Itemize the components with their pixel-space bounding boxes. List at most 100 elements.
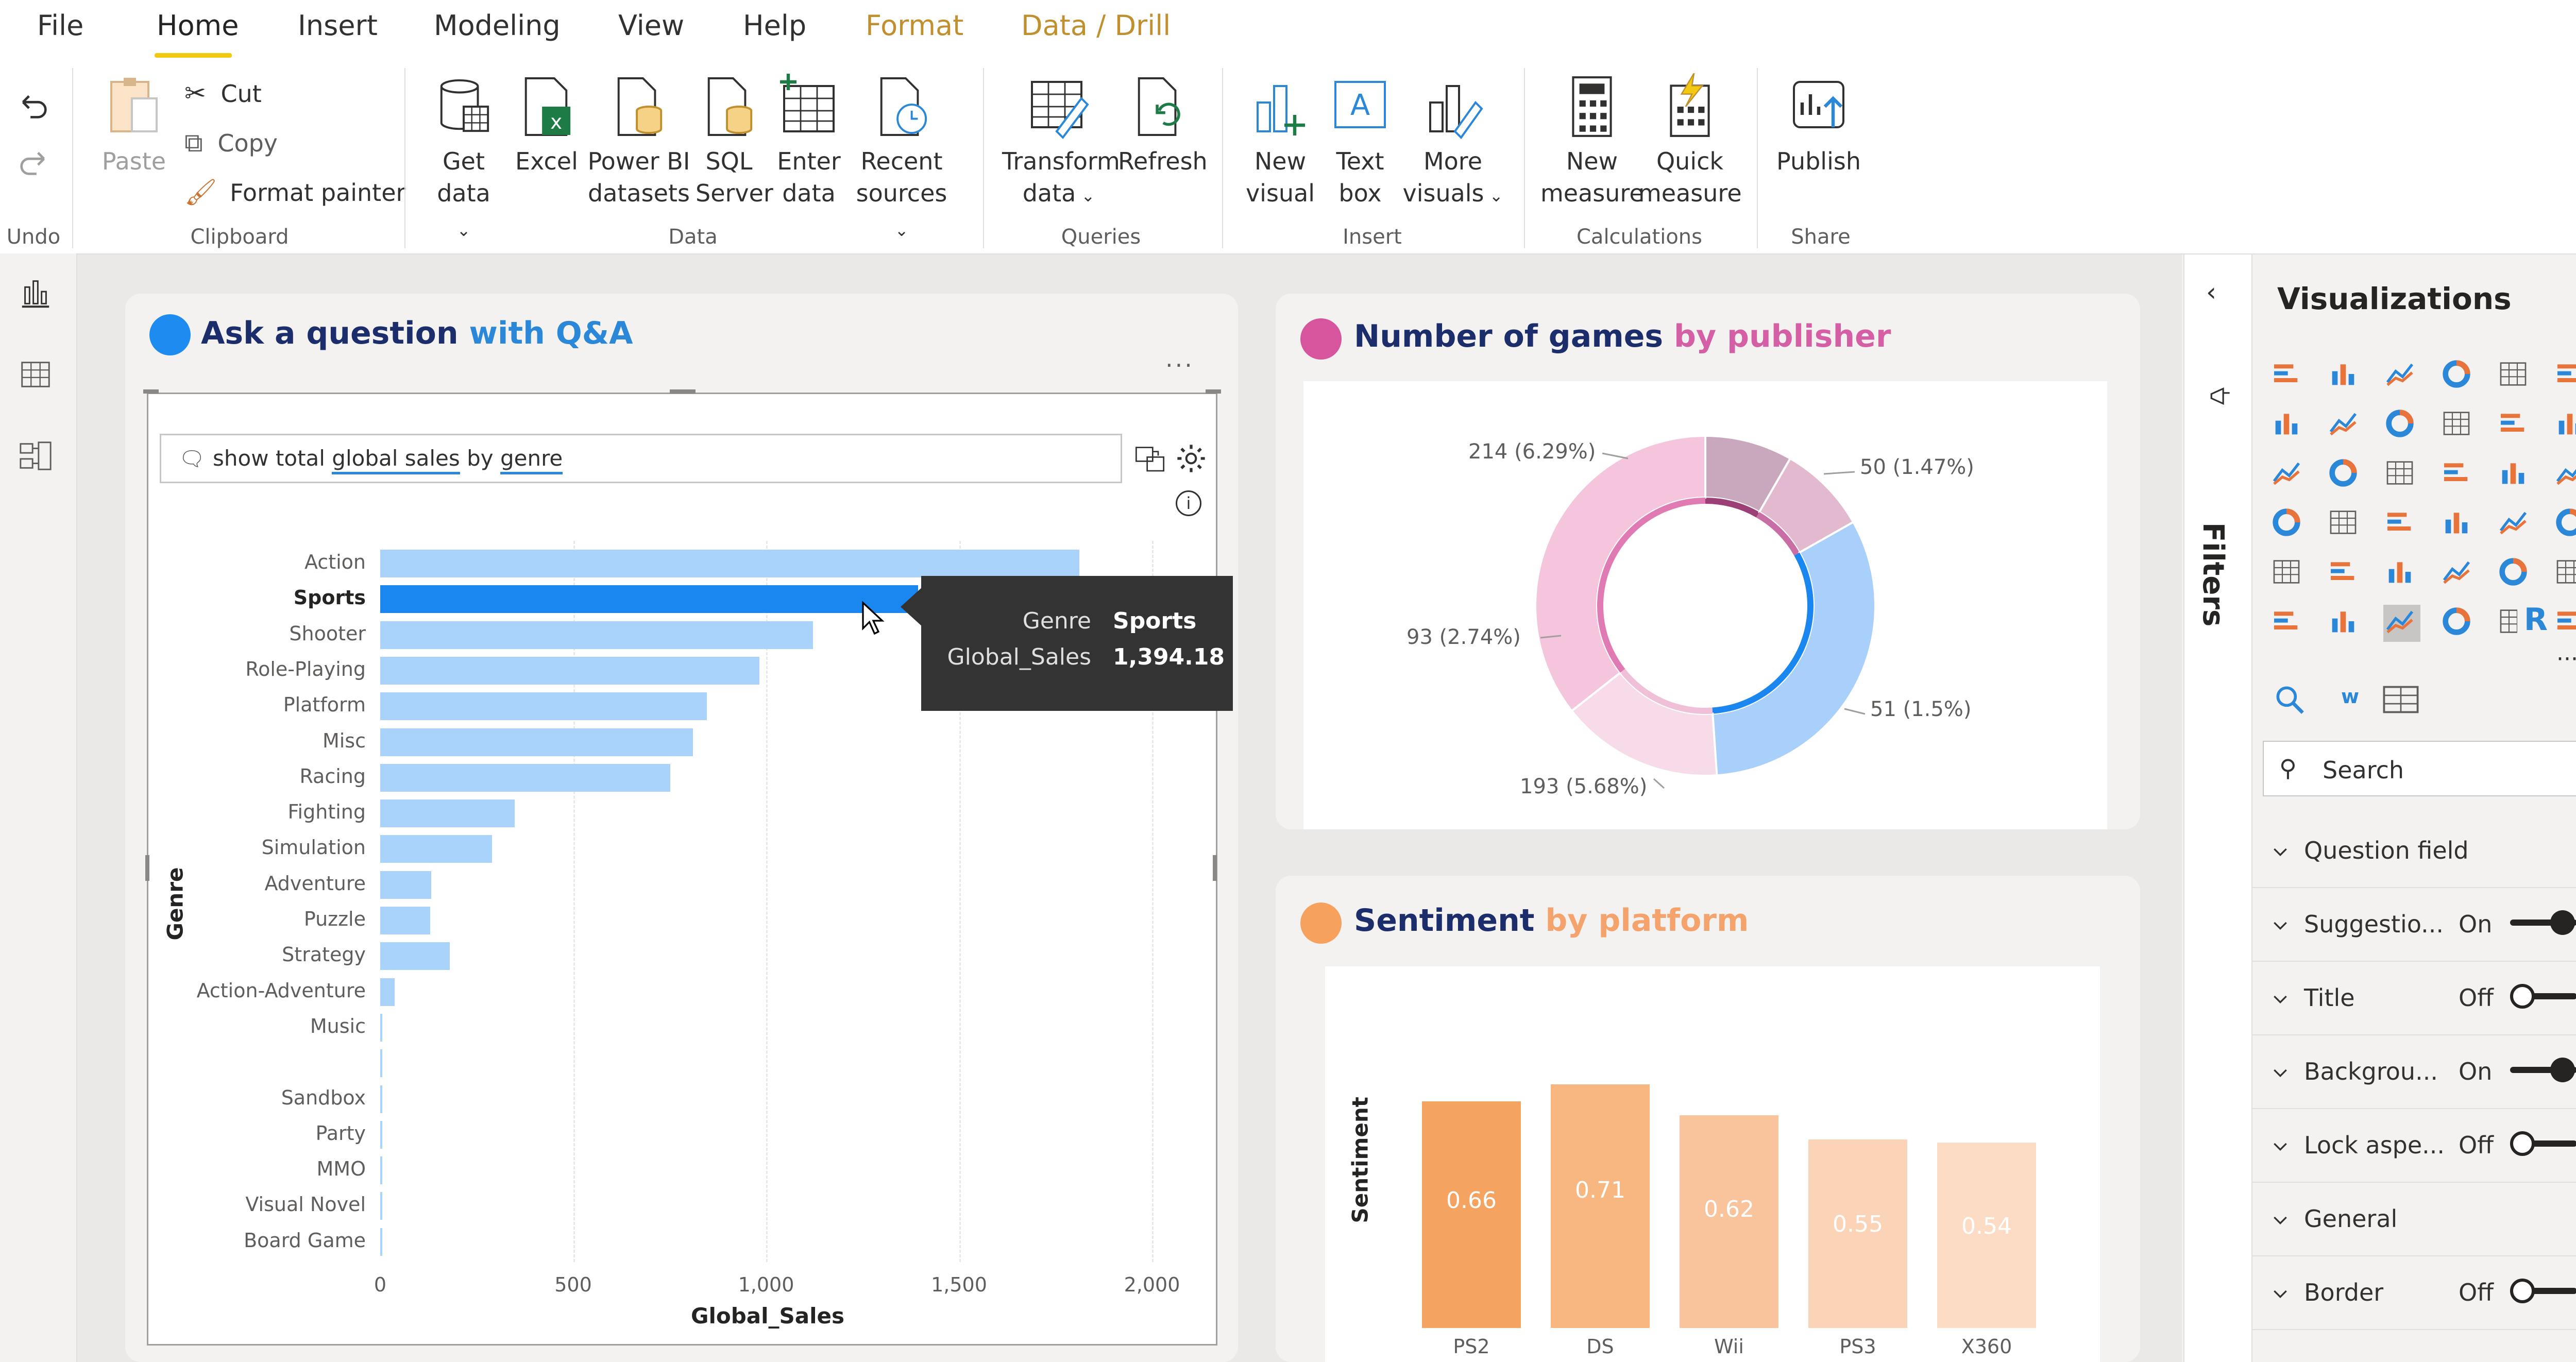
format-section-backgrou[interactable]: Backgrou... On xyxy=(2252,1036,2576,1109)
bar-fighting[interactable] xyxy=(380,799,515,828)
wordcloud-icon[interactable]: w xyxy=(2341,685,2360,708)
visual-type-icon[interactable] xyxy=(2270,456,2307,493)
visual-type-icon[interactable] xyxy=(2383,407,2420,444)
visual-type-icon[interactable] xyxy=(2270,605,2307,642)
qna-question-input[interactable]: 🗨 show total global sales by genre xyxy=(160,434,1122,483)
menu-data-drill[interactable]: Data / Drill xyxy=(1021,9,1171,42)
turn-into-visual-button[interactable] xyxy=(1133,443,1166,476)
visual-type-icon[interactable] xyxy=(2553,456,2576,493)
visual-type-icon[interactable] xyxy=(2497,407,2534,444)
visual-type-icon[interactable] xyxy=(2440,605,2477,642)
format-section-general[interactable]: General xyxy=(2252,1183,2576,1256)
bar-role-playing[interactable] xyxy=(380,656,760,685)
resize-handle[interactable] xyxy=(145,855,149,881)
visual-type-icon[interactable] xyxy=(2383,357,2420,395)
visual-type-icon[interactable] xyxy=(2327,506,2364,543)
format-painter-button[interactable]: 🖌 Format painter xyxy=(184,177,405,208)
analytics-search-icon[interactable] xyxy=(2272,682,2307,717)
model-view-button[interactable] xyxy=(18,438,54,476)
chevron-down-icon[interactable] xyxy=(2270,987,2291,1015)
visual-type-icon[interactable] xyxy=(2497,357,2534,395)
visual-type-icon[interactable] xyxy=(2383,555,2420,592)
chevron-down-icon[interactable] xyxy=(2270,1134,2291,1162)
r-visual-icon[interactable]: R xyxy=(2517,602,2554,638)
donut-slice[interactable] xyxy=(1711,520,1876,777)
toggle-switch[interactable] xyxy=(2510,1058,2576,1082)
menu-modeling[interactable]: Modeling xyxy=(434,9,561,42)
transform-data-button[interactable]: Transform data ⌄ xyxy=(1002,73,1120,212)
visual-type-icon[interactable] xyxy=(2327,605,2364,642)
qna-settings-button[interactable] xyxy=(1175,442,1208,477)
visual-type-icon[interactable] xyxy=(2553,506,2576,543)
visual-type-icon[interactable] xyxy=(2270,407,2307,444)
bar-shooter[interactable] xyxy=(380,621,813,649)
recent-sources-button[interactable]: Recent sources ⌄ xyxy=(850,73,953,246)
visual-type-icon[interactable] xyxy=(2553,357,2576,395)
sentiment-bar-ps3[interactable] xyxy=(1808,1139,1907,1328)
bar-music[interactable] xyxy=(380,1013,382,1042)
visual-type-icon[interactable] xyxy=(2440,407,2477,444)
menu-home[interactable]: Home xyxy=(157,9,239,42)
visual-type-icon[interactable] xyxy=(2440,357,2477,395)
new-visual-button[interactable]: New visual xyxy=(1242,73,1319,209)
bar-platform[interactable] xyxy=(380,692,707,721)
new-measure-button[interactable]: New measure xyxy=(1540,73,1644,209)
publish-button[interactable]: Publish xyxy=(1772,73,1865,177)
bar-board-game[interactable] xyxy=(380,1228,382,1256)
format-section-question-field[interactable]: Question field xyxy=(2252,815,2576,888)
sentiment-bar-wii[interactable] xyxy=(1680,1115,1778,1328)
copy-button[interactable]: ⧉ Copy xyxy=(184,128,278,158)
sentiment-bar-ds[interactable] xyxy=(1551,1084,1650,1328)
refresh-button[interactable]: Refresh xyxy=(1118,73,1208,177)
sentiment-bar-x360[interactable] xyxy=(1937,1143,2036,1328)
menu-format[interactable]: Format xyxy=(866,9,964,42)
undo-button[interactable] xyxy=(15,89,52,127)
filters-pane-collapsed[interactable]: ‹ Filters xyxy=(2183,254,2251,1362)
excel-button[interactable]: x Excel xyxy=(515,73,578,177)
get-data-button[interactable]: Get data ⌄ xyxy=(428,73,500,246)
toggle-switch[interactable] xyxy=(2510,1131,2576,1156)
menu-view[interactable]: View xyxy=(618,9,685,42)
bar-puzzle[interactable] xyxy=(380,907,431,934)
visual-type-icon[interactable] xyxy=(2497,456,2534,493)
more-visuals-button[interactable]: More visuals ⌄ xyxy=(1401,73,1504,212)
bar-action-adventure[interactable] xyxy=(380,978,395,1006)
visual-type-icon[interactable] xyxy=(2553,605,2576,642)
bar-visual-novel[interactable] xyxy=(380,1192,382,1220)
bar-misc[interactable] xyxy=(380,728,693,756)
text-box-button[interactable]: A Text box xyxy=(1329,73,1391,209)
visual-type-icon[interactable] xyxy=(2327,456,2364,493)
bar-action[interactable] xyxy=(380,550,1080,577)
visual-type-icon[interactable] xyxy=(2440,456,2477,493)
visual-type-icon[interactable] xyxy=(2270,357,2307,395)
bar-strategy[interactable] xyxy=(380,942,450,971)
menu-insert[interactable]: Insert xyxy=(298,9,378,42)
visual-type-icon[interactable] xyxy=(2383,605,2420,642)
info-icon[interactable]: i xyxy=(1176,490,1201,516)
toggle-switch[interactable] xyxy=(2510,984,2576,1009)
visual-type-icon[interactable] xyxy=(2327,555,2364,592)
visual-type-icon[interactable] xyxy=(2270,555,2307,592)
redo-button[interactable] xyxy=(15,145,52,183)
data-view-button[interactable] xyxy=(18,356,54,395)
sql-server-button[interactable]: SQL Server xyxy=(696,73,773,209)
visual-type-icon[interactable] xyxy=(2497,555,2534,592)
toggle-switch[interactable] xyxy=(2510,910,2576,935)
more-options-icon[interactable]: ··· xyxy=(1165,351,1194,379)
chevron-down-icon[interactable] xyxy=(2270,913,2291,941)
resize-handle[interactable] xyxy=(1213,855,1217,881)
chevron-down-icon[interactable] xyxy=(2270,1061,2291,1088)
fields-format-icon[interactable] xyxy=(2381,682,2420,717)
bar-sandbox[interactable] xyxy=(380,1085,382,1113)
visual-type-icon[interactable] xyxy=(2327,357,2364,395)
format-section-lock-aspe[interactable]: Lock aspe... Off xyxy=(2252,1110,2576,1183)
visual-type-icon[interactable] xyxy=(2383,506,2420,543)
more-visuals-icon[interactable]: ··· xyxy=(2556,646,2576,672)
chevron-down-icon[interactable] xyxy=(2270,840,2291,867)
bar-racing[interactable] xyxy=(380,763,671,792)
visual-type-icon[interactable] xyxy=(2327,407,2364,444)
bar-sports[interactable] xyxy=(380,585,919,614)
cut-button[interactable]: ✂ Cut xyxy=(184,78,262,108)
format-section-border[interactable]: Border Off xyxy=(2252,1257,2576,1330)
visual-type-icon[interactable] xyxy=(2270,506,2307,543)
